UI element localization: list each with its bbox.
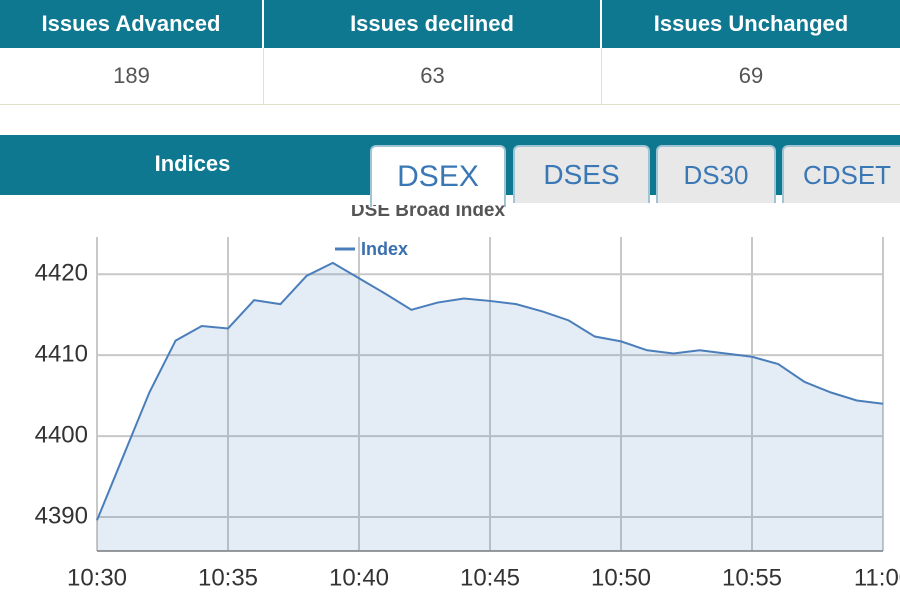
x-tick-label: 10:30: [67, 564, 127, 591]
tab[interactable]: DSES: [513, 145, 650, 203]
x-tick-label: 10:50: [591, 564, 651, 591]
table-cell: 69: [602, 48, 900, 105]
table-header: Issues Unchanged: [602, 0, 900, 48]
table-cell: 63: [264, 48, 602, 105]
tab[interactable]: DS30: [656, 145, 776, 203]
area: [97, 262, 883, 551]
x-tick-label: 10:45: [460, 564, 520, 591]
y-tick-label: 4390: [35, 502, 88, 529]
line: [96, 261, 884, 521]
legend-label: Index: [361, 239, 408, 259]
tab[interactable]: CDSET: [782, 145, 900, 203]
y-tick-label: 4400: [35, 421, 88, 448]
chart: DSE Broad Index 4390 4400 4410 4420 10:30 10:…: [35, 205, 900, 591]
indices-label: Indices: [154, 151, 231, 176]
x-tick-label: 10:40: [329, 564, 389, 591]
y-tick-label: 4420: [35, 260, 88, 287]
chart-title: DSE Broad Index: [351, 205, 506, 221]
table-cell: 189: [0, 48, 264, 105]
y-tick-label: 4410: [35, 340, 88, 367]
tab[interactable]: DSEX: [370, 145, 506, 207]
table-header: Issues declined: [264, 0, 602, 48]
table-header: Issues Advanced: [0, 0, 264, 48]
x-tick-label: 10:55: [722, 564, 782, 591]
x-tick-label: 11:00: [854, 564, 900, 591]
x-tick-label: 10:35: [198, 564, 258, 591]
